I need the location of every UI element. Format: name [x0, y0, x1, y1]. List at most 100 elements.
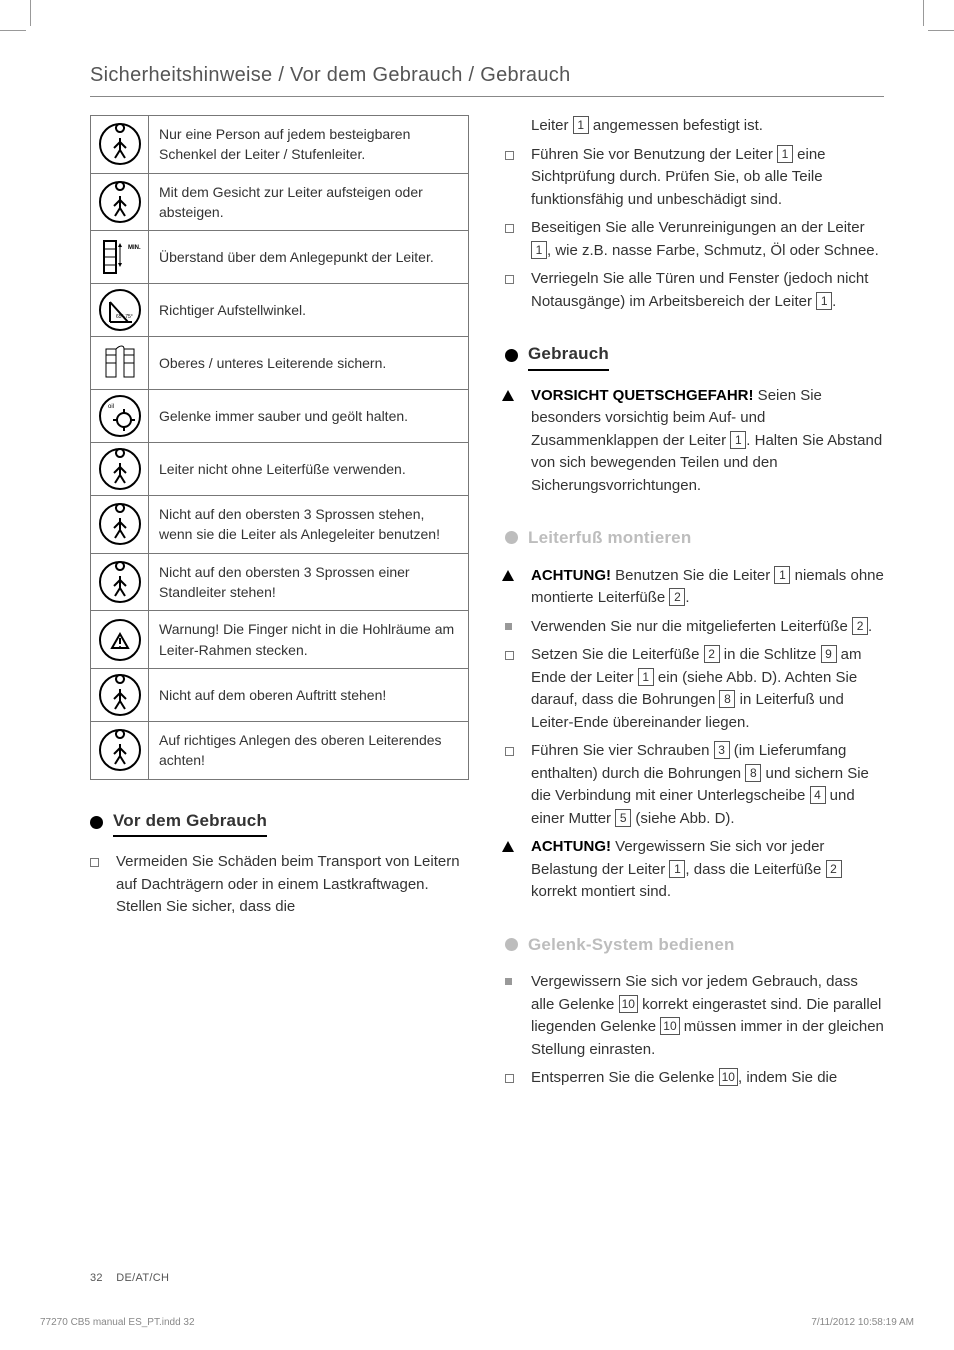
- body-list-item: Führen Sie vier Schrauben 3 (im Lieferum…: [505, 740, 884, 830]
- warning-triangle-icon: [505, 385, 519, 498]
- left-column: Nur eine Person auf jedem besteigbaren S…: [90, 115, 469, 1096]
- body-list-item: VORSICHT QUETSCHGEFAHR! Seien Sie besond…: [505, 385, 884, 498]
- icon-row-text: Warnung! Die Finger nicht in die Hohlräu…: [149, 611, 469, 669]
- part-ref: 1: [730, 431, 746, 449]
- icon-row-text: Leiter nicht ohne Leiterfüße verwenden.: [149, 443, 469, 496]
- icon-row-text: Oberes / unteres Leiterende sichern.: [149, 337, 469, 390]
- item-text: VORSICHT QUETSCHGEFAHR! Seien Sie besond…: [531, 385, 884, 498]
- hollow-bullet-icon: [505, 268, 519, 313]
- icon-table-row: Nicht auf dem oberen Auftritt stehen!: [91, 668, 469, 721]
- icon-table-row: Nur eine Person auf jedem besteigbaren S…: [91, 116, 469, 174]
- part-ref: 1: [669, 860, 685, 878]
- print-timestamp: 7/11/2012 10:58:19 AM: [811, 1315, 914, 1330]
- hollow-bullet-icon: [505, 740, 519, 830]
- part-ref: 2: [852, 617, 868, 635]
- safety-pictogram-icon: [91, 496, 149, 554]
- svg-text:65°-75°: 65°-75°: [116, 314, 133, 320]
- body-list-item: Verwenden Sie nur die mitgelieferten Lei…: [505, 616, 884, 639]
- page-title: Sicherheitshinweise / Vor dem Gebrauch /…: [90, 60, 884, 97]
- body-list-item: Leiter 1 angemessen befestigt ist.: [505, 115, 884, 138]
- body-list-item: Setzen Sie die Leiterfüße 2 in die Schli…: [505, 644, 884, 734]
- safety-pictogram-icon: [91, 337, 149, 390]
- safety-pictogram-icon: MIN. 1m: [91, 231, 149, 284]
- item-text: Führen Sie vor Benutzung der Leiter 1 ei…: [531, 144, 884, 212]
- safety-icon-table: Nur eine Person auf jedem besteigbaren S…: [90, 115, 469, 780]
- part-ref: 9: [821, 645, 837, 663]
- item-text: Verriegeln Sie alle Türen und Fenster (j…: [531, 268, 884, 313]
- part-ref: 1: [573, 116, 589, 134]
- icon-row-text: Gelenke immer sauber und geölt halten.: [149, 390, 469, 443]
- crop-mark: [928, 30, 954, 31]
- icon-row-text: Nicht auf den obersten 3 Sprossen einer …: [149, 553, 469, 611]
- item-text: ACHTUNG! Vergewissern Sie sich vor jeder…: [531, 836, 884, 904]
- solid-bullet-icon: [505, 616, 519, 639]
- icon-table-row: Oberes / unteres Leiterende sichern.: [91, 337, 469, 390]
- part-ref: 1: [638, 668, 654, 686]
- item-text: Vermeiden Sie Schäden beim Transport von…: [116, 851, 469, 919]
- icon-row-text: Nicht auf den obersten 3 Sprossen stehen…: [149, 496, 469, 554]
- icon-table-row: oil Gelenke immer sauber und geölt halten…: [91, 390, 469, 443]
- section-vor-dem-gebrauch: Vor dem Gebrauch: [90, 808, 469, 838]
- body-list-item: ACHTUNG! Benutzen Sie die Leiter 1 niema…: [505, 565, 884, 610]
- icon-table-row: Leiter nicht ohne Leiterfüße verwenden.: [91, 443, 469, 496]
- item-text: Beseitigen Sie alle Verunreinigungen an …: [531, 217, 884, 262]
- item-text: Leiter 1 angemessen befestigt ist.: [531, 115, 884, 138]
- bullet-icon: [505, 938, 518, 951]
- icon-table-row: Nicht auf den obersten 3 Sprossen stehen…: [91, 496, 469, 554]
- body-list-item: ACHTUNG! Vergewissern Sie sich vor jeder…: [505, 836, 884, 904]
- icon-table-row: 65°-75° Richtiger Aufstellwinkel.: [91, 284, 469, 337]
- item-text: ACHTUNG! Benutzen Sie die Leiter 1 niema…: [531, 565, 884, 610]
- footer-region: DE/AT/CH: [116, 1272, 169, 1284]
- icon-row-text: Mit dem Gesicht zur Leiter aufsteigen od…: [149, 173, 469, 231]
- warning-triangle-icon: [505, 836, 519, 904]
- icon-table-row: Nicht auf den obersten 3 Sprossen einer …: [91, 553, 469, 611]
- part-ref: 5: [615, 809, 631, 827]
- safety-pictogram-icon: 65°-75°: [91, 284, 149, 337]
- print-footer: 77270 CB5 manual ES_PT.indd 32 7/11/2012…: [40, 1315, 914, 1330]
- body-list-item: Führen Sie vor Benutzung der Leiter 1 ei…: [505, 144, 884, 212]
- section-title: Gebrauch: [528, 341, 609, 371]
- body-list-item: Vermeiden Sie Schäden beim Transport von…: [90, 851, 469, 919]
- icon-row-text: Nur eine Person auf jedem besteigbaren S…: [149, 116, 469, 174]
- page-footer: 32 DE/AT/CH: [90, 1270, 169, 1287]
- section-title: Leiterfuß montieren: [528, 525, 691, 551]
- bullet-icon: [505, 349, 518, 362]
- safety-pictogram-icon: [91, 173, 149, 231]
- bullet-icon: [90, 816, 103, 829]
- section-leiterfuss: Leiterfuß montieren: [505, 525, 884, 551]
- icon-table-row: Mit dem Gesicht zur Leiter aufsteigen od…: [91, 173, 469, 231]
- item-text: Vergewissern Sie sich vor jedem Gebrauch…: [531, 971, 884, 1061]
- safety-pictogram-icon: [91, 611, 149, 669]
- svg-text:MIN. 1m: MIN. 1m: [128, 245, 142, 251]
- safety-pictogram-icon: [91, 553, 149, 611]
- section-gebrauch: Gebrauch: [505, 341, 884, 371]
- body-list-item: Entsperren Sie die Gelenke 10, indem Sie…: [505, 1067, 884, 1090]
- part-ref: 1: [816, 292, 832, 310]
- item-text: Führen Sie vier Schrauben 3 (im Lieferum…: [531, 740, 884, 830]
- hollow-bullet-icon: [90, 851, 104, 919]
- part-ref: 10: [719, 1068, 738, 1086]
- part-ref: 3: [714, 741, 730, 759]
- hollow-bullet-icon: [505, 644, 519, 734]
- part-ref: 4: [810, 786, 826, 804]
- hollow-bullet-icon: [505, 217, 519, 262]
- safety-pictogram-icon: [91, 668, 149, 721]
- solid-bullet-icon: [505, 971, 519, 1061]
- crop-mark: [923, 0, 924, 26]
- part-ref: 10: [619, 995, 638, 1013]
- item-text: Entsperren Sie die Gelenke 10, indem Sie…: [531, 1067, 884, 1090]
- svg-text:oil: oil: [108, 404, 114, 410]
- section-title: Vor dem Gebrauch: [113, 808, 267, 838]
- part-ref: 10: [660, 1017, 679, 1035]
- part-ref: 1: [531, 241, 547, 259]
- body-list-item: Beseitigen Sie alle Verunreinigungen an …: [505, 217, 884, 262]
- icon-row-text: Richtiger Aufstellwinkel.: [149, 284, 469, 337]
- warning-triangle-icon: [505, 565, 519, 610]
- part-ref: 1: [777, 145, 793, 163]
- part-ref: 2: [826, 860, 842, 878]
- right-column: Leiter 1 angemessen befestigt ist. Führen…: [505, 115, 884, 1096]
- page-number: 32: [90, 1272, 103, 1284]
- icon-table-row: Warnung! Die Finger nicht in die Hohlräu…: [91, 611, 469, 669]
- body-list-item: Vergewissern Sie sich vor jedem Gebrauch…: [505, 971, 884, 1061]
- icon-row-text: Überstand über dem Anlegepunkt der Leite…: [149, 231, 469, 284]
